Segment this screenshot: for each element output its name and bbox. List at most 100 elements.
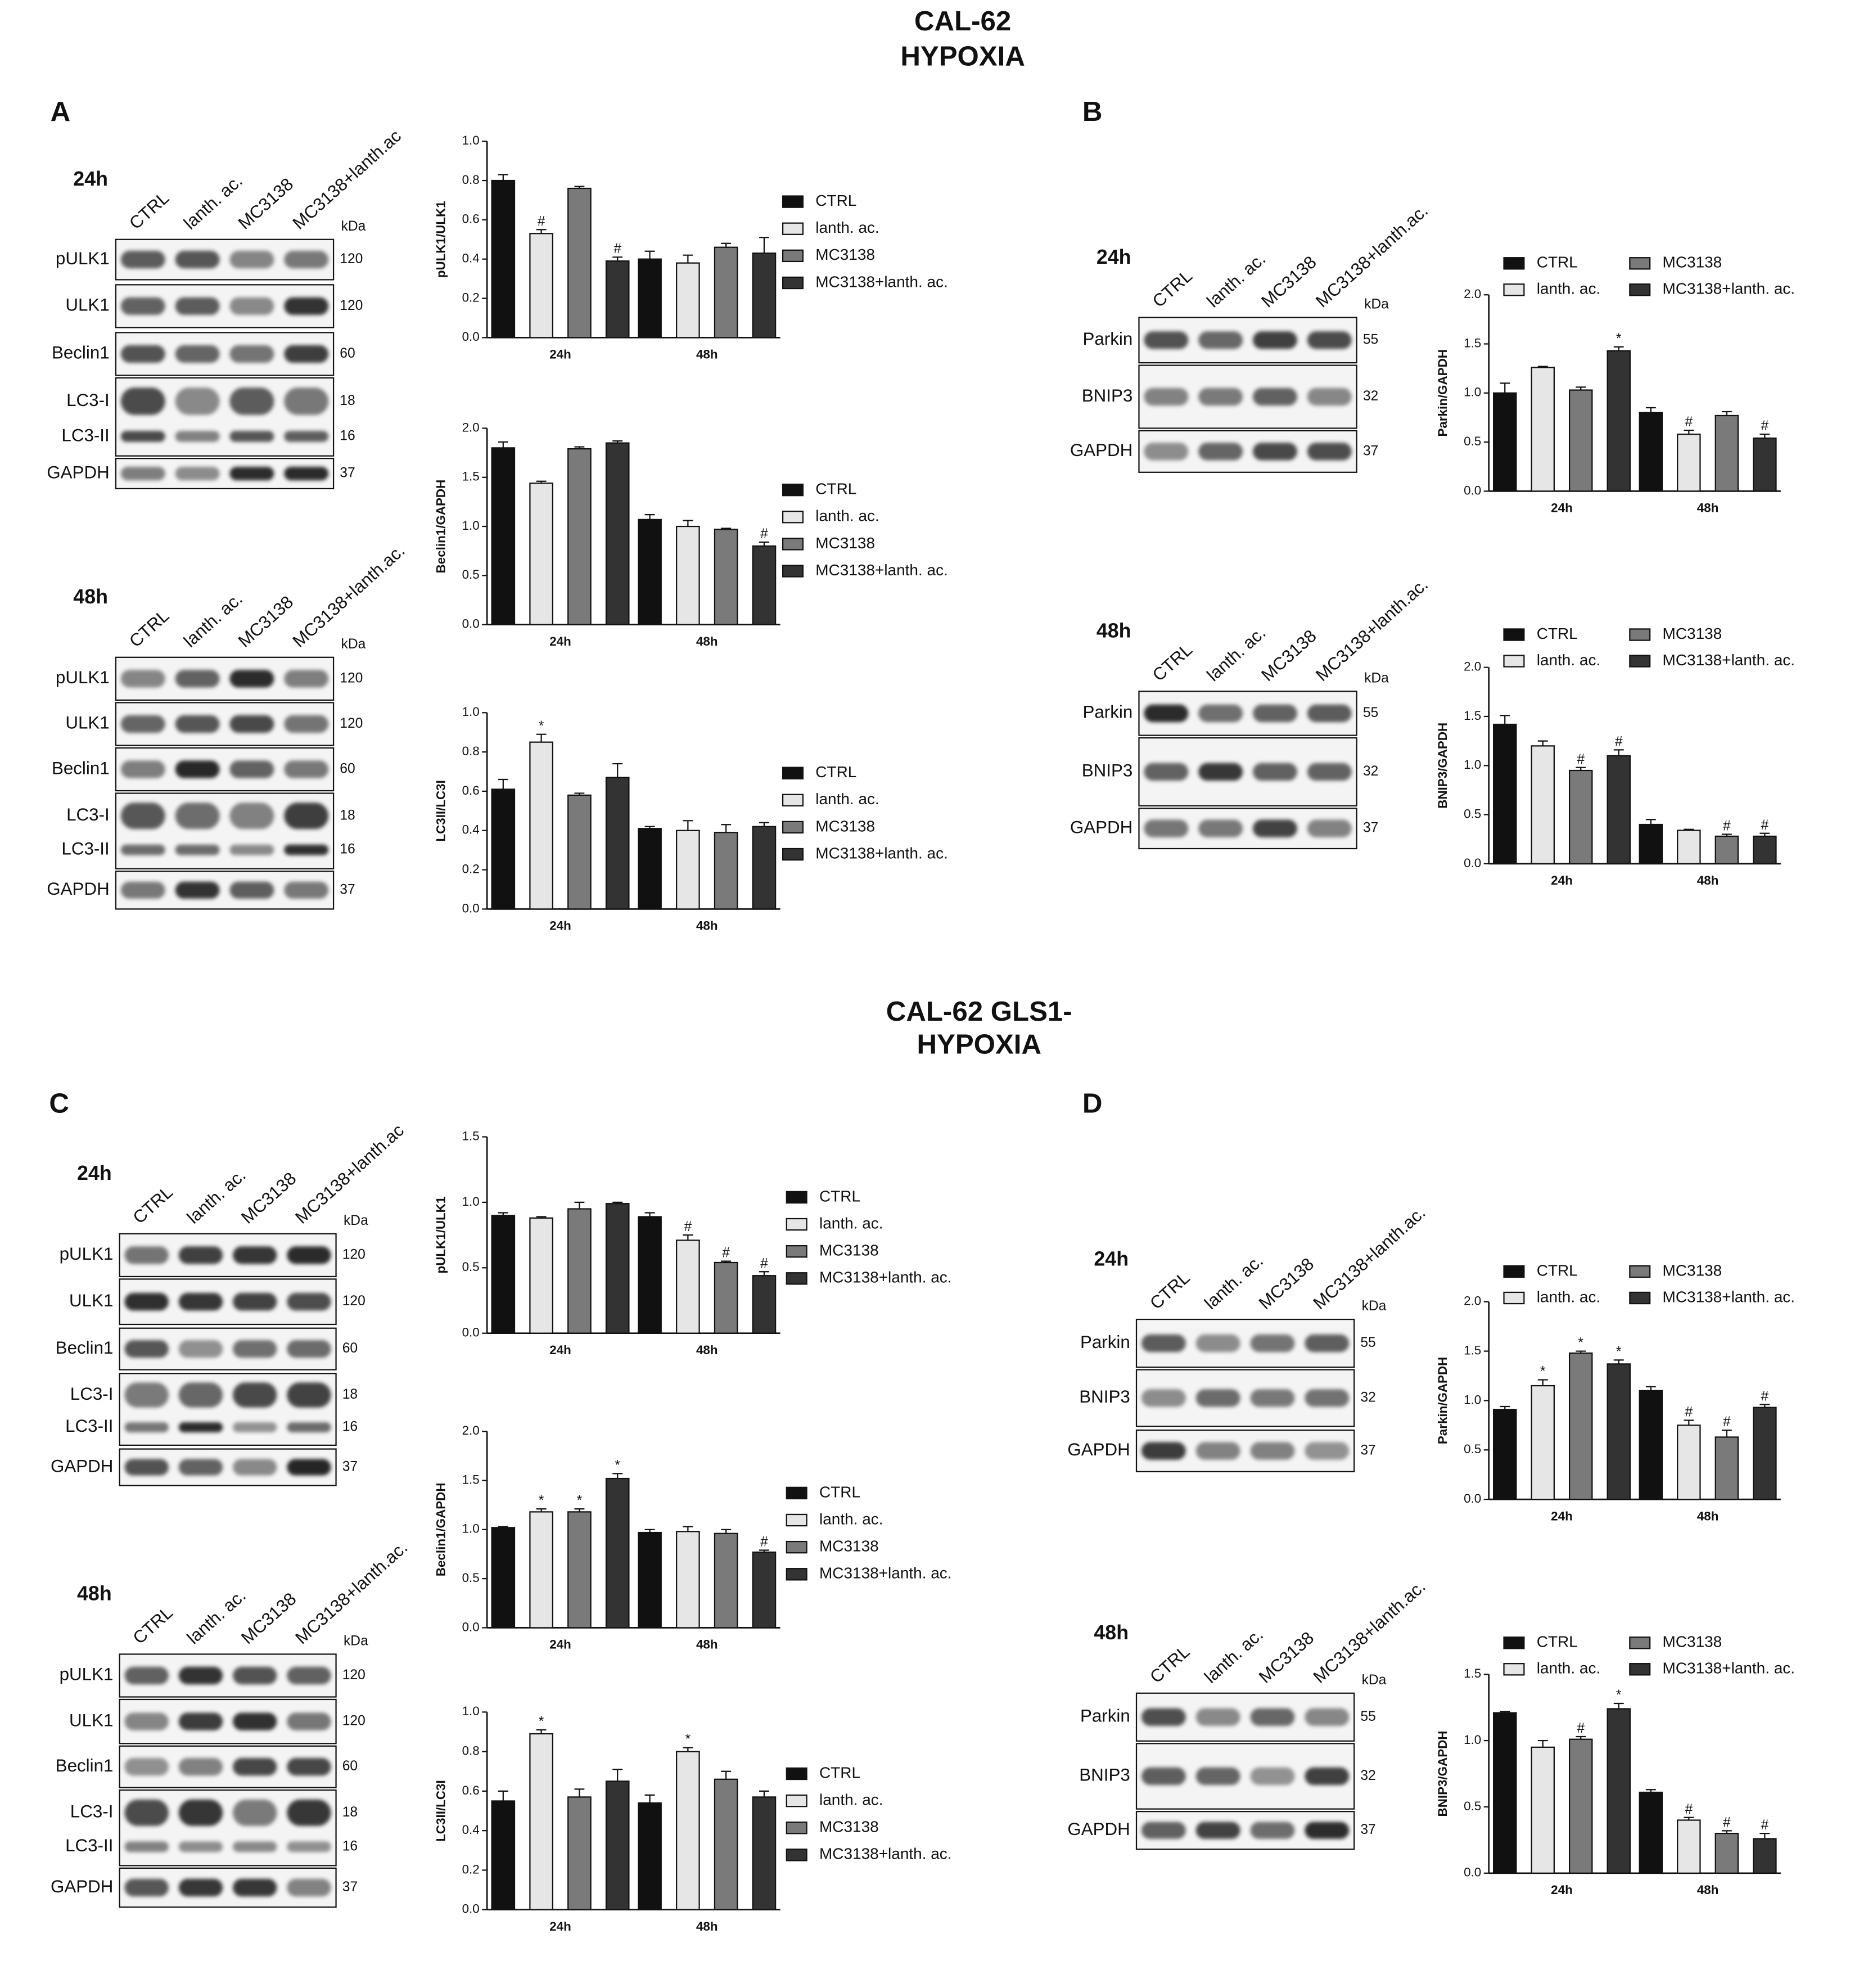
significance-mark: # (1577, 1721, 1585, 1736)
error-bar (536, 1729, 547, 1734)
bar (1531, 1385, 1555, 1500)
bar (1677, 1819, 1701, 1874)
bar (1568, 769, 1593, 864)
x-tick-label: 24h (1551, 501, 1573, 515)
blot-band (1144, 443, 1189, 461)
legend-swatch (1629, 1637, 1651, 1649)
kda-label: 120 (342, 1293, 366, 1309)
blot-band (229, 297, 274, 315)
significance-mark: * (577, 1493, 583, 1508)
significance-mark: # (538, 214, 545, 229)
error-bar (612, 440, 623, 443)
kda-label: 120 (342, 1714, 366, 1729)
bar (676, 1239, 700, 1334)
legend-swatch (782, 538, 804, 551)
kda-label: 37 (340, 466, 355, 481)
y-tick-label: 1.5 (1464, 1343, 1481, 1357)
blot-band (124, 1799, 169, 1826)
legend-swatch (1503, 1291, 1525, 1305)
y-tick-label: 0.0 (462, 1902, 480, 1916)
blot-band (124, 1293, 169, 1311)
lane-label: CTRL (129, 1603, 177, 1648)
legend-swatch (1629, 1265, 1651, 1278)
bar (1714, 1832, 1739, 1874)
bar (638, 1531, 662, 1629)
legend-label: CTRL (819, 1764, 860, 1781)
y-tick-label: 0.4 (462, 251, 480, 265)
x-tick-label: 24h (549, 1343, 571, 1357)
y-tick-label: 0.6 (462, 783, 480, 797)
error-bar (721, 1260, 732, 1263)
blot-band (120, 297, 165, 315)
panel-letter: D (1082, 1088, 1103, 1119)
y-tick-label: 0.5 (462, 1571, 480, 1585)
significance-mark: # (1685, 414, 1693, 430)
blot-band (229, 345, 274, 363)
error-bar (1537, 740, 1548, 746)
y-tick-label: 0.8 (462, 173, 480, 187)
significance-mark: * (539, 1493, 544, 1508)
bar (714, 1532, 738, 1629)
kda-label: 37 (1363, 443, 1378, 458)
legend-label: lanth. ac. (815, 790, 879, 808)
blot-band (287, 1878, 331, 1897)
blot-band (1253, 331, 1297, 349)
lane-label: lanth. ac. (1201, 1251, 1267, 1313)
error-bar (612, 1201, 623, 1204)
blot-band (1307, 819, 1352, 837)
legend-label: MC3138+lanth. ac. (815, 561, 948, 579)
bar (605, 1780, 630, 1910)
blot-band (1141, 1334, 1186, 1353)
bar (752, 826, 777, 910)
blot-band (120, 250, 165, 269)
significance-mark: # (760, 1256, 768, 1271)
legend-label: MC3138+lanth. ac. (1663, 1288, 1795, 1305)
y-tick-label: 0.2 (462, 1862, 480, 1876)
blot-time-label: 24h (73, 168, 108, 190)
y-tick-label: 0.5 (1464, 806, 1481, 821)
error-bar (612, 1769, 623, 1782)
y-tick-label: 1.0 (462, 1704, 480, 1718)
legend-swatch (1503, 1663, 1525, 1676)
blot-band (287, 1340, 331, 1358)
blot-band (284, 881, 329, 899)
protein-label: Parkin (1080, 1706, 1130, 1726)
blot-band (124, 1422, 169, 1432)
legend-label: lanth. ac. (1537, 1660, 1601, 1677)
legend-swatch (1629, 628, 1651, 641)
blot-band (1144, 387, 1189, 406)
legend-swatch (1503, 1265, 1525, 1278)
significance-mark: # (760, 1535, 768, 1550)
x-tick-label: 24h (549, 1919, 571, 1933)
blot-band (178, 1459, 223, 1476)
legend-label: CTRL (819, 1187, 860, 1205)
blot-band (175, 345, 220, 363)
blot-band (120, 387, 165, 415)
protein-label: ULK1 (69, 1291, 113, 1310)
x-tick-label: 24h (1551, 1509, 1573, 1523)
significance-mark: * (1616, 1688, 1622, 1703)
bar (567, 794, 592, 910)
legend-label: MC3138 (1663, 625, 1722, 642)
blot-band (1307, 443, 1352, 461)
legend-label: CTRL (815, 192, 856, 209)
error-bar (498, 1212, 508, 1216)
protein-label: pULK1 (56, 668, 110, 687)
y-axis-label: pULK1/ULK1 (434, 1197, 448, 1274)
error-bar (1613, 1359, 1624, 1364)
bar (638, 1802, 662, 1910)
bar (567, 187, 592, 339)
significance-mark: # (613, 241, 621, 256)
lane-label: lanth. ac. (180, 589, 246, 651)
x-tick-label: 48h (1697, 873, 1719, 887)
blot-band (120, 760, 165, 778)
error-bar (759, 822, 769, 827)
blot-band (1250, 1708, 1295, 1726)
legend-swatch (1503, 257, 1525, 270)
legend-swatch (1503, 628, 1525, 641)
legend-swatch (782, 276, 804, 290)
legend-swatch (782, 483, 804, 497)
kda-label: 16 (342, 1838, 358, 1854)
error-bar (1721, 833, 1732, 836)
unit-label: kDa (341, 637, 366, 652)
